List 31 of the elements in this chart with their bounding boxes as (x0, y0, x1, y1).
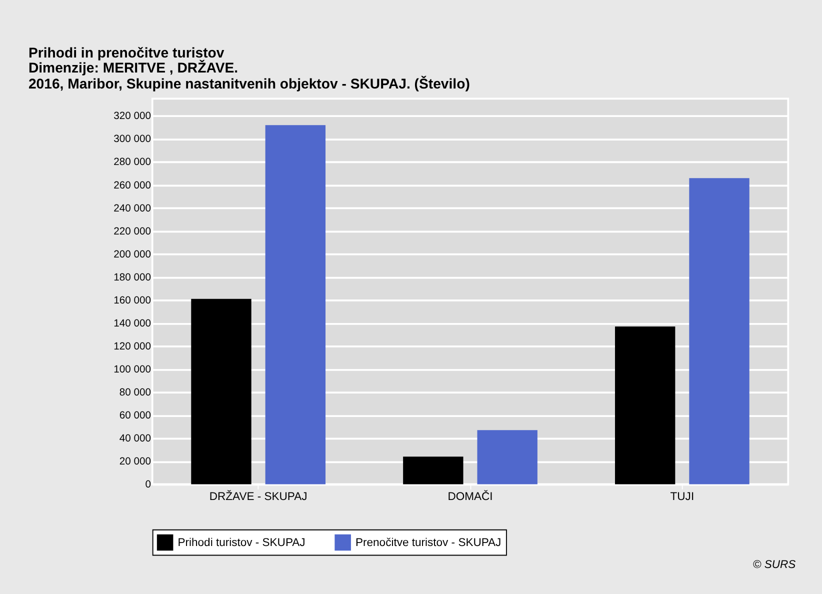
y-tick-label: 140 000 (114, 318, 152, 330)
y-tick-label: 60 000 (119, 410, 152, 422)
legend-label: Prenočitve turistov - SKUPAJ (356, 537, 502, 550)
y-tick-label: 240 000 (114, 203, 152, 214)
legend-label: Prihodi turistov - SKUPAJ (178, 537, 306, 550)
y-tick-label: 100 000 (114, 364, 152, 376)
text: © SURS (752, 558, 796, 571)
y-tick-label: 160 000 (114, 295, 152, 306)
bar (689, 178, 750, 484)
bar (614, 326, 676, 484)
bar (191, 298, 252, 484)
y-tick-label: 120 000 (114, 341, 152, 352)
x-tick-label: DOMAČI (448, 490, 493, 503)
y-tick-label: 260 000 (114, 180, 152, 192)
y-tick-label: 180 000 (114, 272, 152, 284)
bar (477, 430, 538, 484)
y-tick-label: 80 000 (119, 387, 152, 398)
y-tick-label: 200 000 (114, 249, 152, 260)
y-tick-label: 0 (145, 480, 152, 491)
x-tick-label: TUJI (670, 490, 694, 503)
x-tick-label: DRŽAVE - SKUPAJ (209, 490, 308, 503)
y-tick-label: 40 000 (119, 434, 152, 444)
y-tick-label: 220 000 (114, 226, 152, 238)
y-tick-label: 320 000 (114, 111, 152, 122)
y-tick-label: 300 000 (114, 134, 152, 146)
chart-subtitle: Dimenzije: MERITVE , DRŽAVE. 2016, Maribor, Skupine nastanitvenih objektov - SKUPAJ. (Število) (28, 59, 470, 92)
bar (265, 125, 326, 484)
y-tick-label: 280 000 (114, 157, 152, 168)
chart-title: Prihodi in prenočitve turistov (28, 44, 224, 60)
bar (403, 456, 464, 484)
y-tick-label: 20 000 (119, 456, 152, 468)
